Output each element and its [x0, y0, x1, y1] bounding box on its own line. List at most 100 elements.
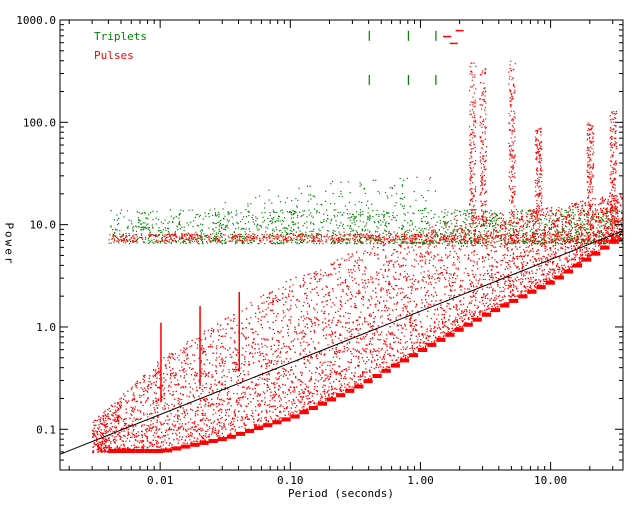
triplet-point	[156, 241, 158, 243]
triplet-point	[354, 241, 356, 243]
triplet-point	[323, 219, 325, 221]
triplet-point	[580, 211, 582, 213]
triplet-point	[274, 212, 276, 214]
triplet-point	[333, 241, 335, 243]
triplet-point	[112, 234, 114, 236]
triplet-point	[272, 221, 274, 223]
triplet-point	[597, 213, 599, 215]
triplet-point	[453, 211, 455, 214]
triplet-point	[374, 222, 376, 224]
triplet-point	[148, 229, 151, 231]
triplet-point	[452, 232, 454, 234]
triplet-point	[159, 242, 161, 244]
triplet-point	[561, 241, 564, 243]
triplet-point	[336, 215, 338, 217]
triplet-point	[368, 239, 370, 241]
triplet-point	[114, 228, 117, 230]
triplet-point	[524, 233, 526, 235]
triplet-point	[520, 225, 522, 227]
triplet-point	[427, 222, 429, 224]
triplet-point	[454, 209, 456, 211]
triplet-point	[389, 241, 391, 244]
triplet-point	[554, 236, 556, 238]
triplet-point	[407, 231, 409, 234]
triplet-point	[552, 219, 554, 222]
triplet-point	[402, 226, 404, 228]
triplet-point	[117, 237, 119, 239]
triplet-point	[424, 208, 426, 210]
triplet-point	[376, 239, 378, 241]
triplet-point	[380, 242, 382, 244]
triplet-point	[601, 219, 603, 221]
triplet-point	[237, 235, 239, 237]
triplet-point	[507, 223, 509, 225]
triplet-point	[452, 230, 454, 232]
triplet-point	[255, 197, 257, 199]
triplet-point	[149, 232, 151, 234]
triplet-point	[227, 211, 229, 213]
triplet-point	[443, 227, 445, 229]
triplet-point	[329, 222, 331, 224]
triplet-point	[367, 217, 369, 219]
triplet-point	[194, 216, 196, 218]
triplet-point	[309, 231, 311, 233]
triplet-point	[312, 222, 314, 224]
triplet-point	[318, 212, 320, 214]
triplet-point	[306, 216, 308, 218]
triplet-point	[310, 221, 312, 223]
triplet-point	[534, 242, 536, 244]
triplet-point	[383, 214, 386, 216]
triplet-point	[161, 238, 163, 240]
triplet-point	[545, 223, 547, 225]
triplet-point	[359, 211, 361, 213]
triplet-point	[172, 221, 174, 224]
triplet-point	[163, 235, 165, 237]
triplet-point	[362, 241, 364, 244]
triplet-point	[505, 220, 507, 222]
triplet-point	[317, 233, 319, 235]
triplet-point	[333, 215, 335, 217]
triplet-point	[243, 236, 245, 238]
triplet-point	[158, 227, 160, 229]
triplet-point	[347, 242, 349, 244]
triplet-point	[251, 242, 253, 244]
triplet-point	[592, 210, 594, 212]
triplet-point	[214, 237, 216, 239]
triplet-point	[127, 225, 129, 227]
triplet-point	[128, 219, 130, 221]
triplet-point	[594, 219, 596, 221]
triplet-point	[333, 242, 336, 244]
triplet-point	[362, 213, 364, 215]
triplet-point	[587, 232, 589, 234]
triplet-point	[378, 215, 380, 217]
triplet-point	[467, 230, 470, 232]
triplet-point	[589, 224, 591, 226]
triplet-point	[522, 239, 524, 241]
triplet-point	[559, 243, 562, 245]
triplet-point	[320, 239, 322, 241]
triplet-point	[277, 220, 279, 222]
triplet-point	[294, 212, 296, 214]
triplet-point	[613, 217, 615, 220]
triplet-point	[304, 210, 306, 212]
triplet-point	[579, 223, 581, 225]
triplet-point	[132, 230, 134, 232]
triplet-point	[118, 242, 120, 244]
triplet-point	[425, 216, 427, 218]
triplet-point	[214, 223, 216, 225]
triplet-point	[295, 223, 297, 225]
triplet-point	[264, 243, 266, 245]
triplet-point	[248, 221, 250, 223]
triplet-point	[384, 192, 387, 194]
triplet-point	[468, 212, 471, 215]
triplet-point	[435, 234, 437, 236]
triplet-point	[326, 218, 328, 220]
triplet-point	[252, 233, 254, 235]
triplet-point	[199, 230, 201, 232]
triplet-point	[143, 226, 145, 228]
triplet-point	[213, 239, 216, 241]
triplet-point	[533, 237, 535, 239]
triplet-point	[282, 227, 284, 229]
triplet-point	[151, 239, 153, 241]
triplet-point	[466, 209, 468, 211]
